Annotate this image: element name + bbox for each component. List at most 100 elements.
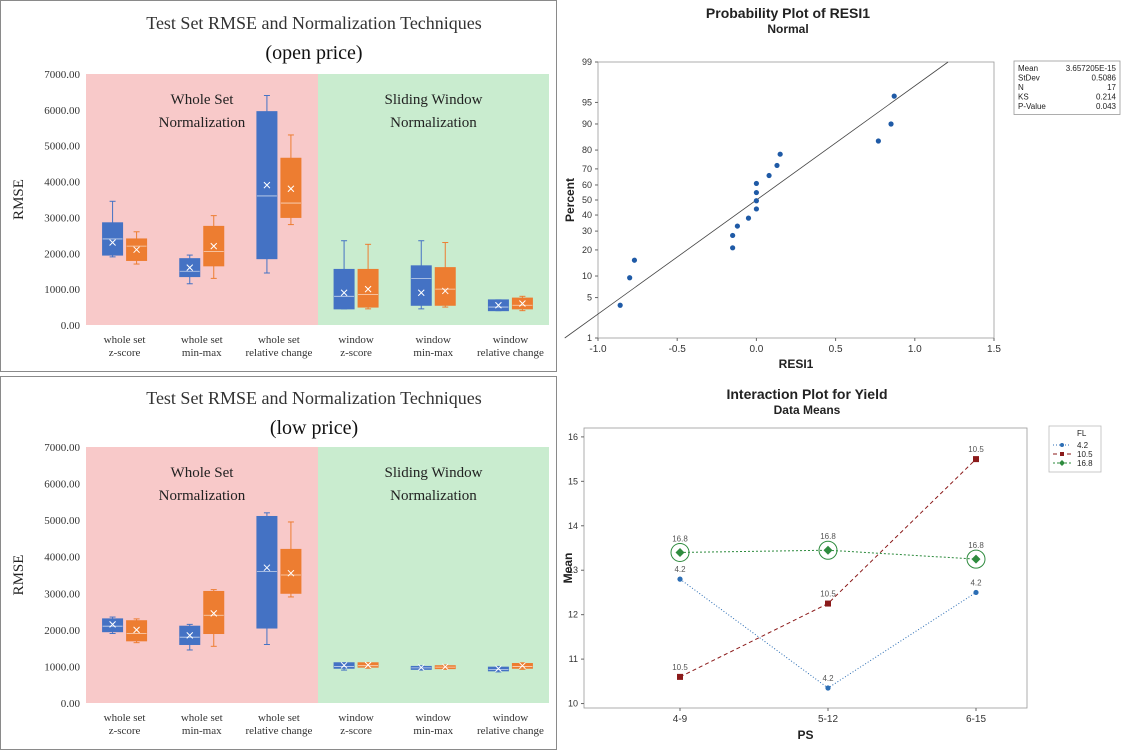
- region-background: [318, 74, 549, 325]
- box-body: [357, 268, 379, 308]
- data-point: [753, 198, 759, 204]
- data-point: [973, 456, 979, 463]
- y-tick-label: 7000.00: [44, 69, 80, 81]
- legend-swatch-marker: [1060, 443, 1064, 447]
- x-axis-label: PS: [797, 728, 813, 742]
- stats-label: P-Value: [1018, 102, 1046, 111]
- x-tick-label: 5-12: [818, 714, 838, 725]
- stats-label: Mean: [1018, 64, 1038, 73]
- x-tick-label: 1.5: [987, 344, 1001, 355]
- x-tick-label: window: [338, 334, 374, 346]
- x-tick-label: whole set: [258, 712, 300, 724]
- series-line: [679, 458, 977, 678]
- data-point: [675, 547, 685, 557]
- y-tick-label: 50: [582, 195, 592, 205]
- y-tick-label: 13: [568, 565, 578, 575]
- chart-subtitle: (open price): [265, 42, 362, 64]
- data-point-highlight: [670, 542, 690, 562]
- y-tick-label: 3000.00: [44, 212, 80, 224]
- data-label: 10.5: [672, 663, 688, 672]
- plot-frame: [583, 427, 1028, 709]
- x-tick-label: whole set: [104, 334, 146, 346]
- legend-label: 10.5: [1077, 450, 1093, 459]
- open-price-boxplot-chart: Test Set RMSE and Normalization Techniqu…: [11, 13, 549, 359]
- y-tick-label: 6000.00: [44, 479, 80, 491]
- data-label: 16.8: [820, 532, 836, 541]
- box-body: [102, 618, 124, 633]
- y-tick-label: 6000.00: [44, 105, 80, 117]
- data-point: [734, 223, 740, 229]
- y-tick-label: 11: [569, 654, 578, 664]
- box-mean-marker: [287, 569, 295, 577]
- data-label: 4.2: [970, 578, 982, 587]
- y-tick-label: 10: [582, 271, 592, 281]
- y-tick-label: 2000.00: [44, 625, 80, 637]
- x-tick-label: min-max: [413, 347, 453, 359]
- x-tick-label: z-score: [109, 347, 141, 359]
- data-label: 10.5: [820, 590, 836, 599]
- chart-title: Interaction Plot for Yield: [726, 386, 887, 402]
- x-tick-label: 0.0: [749, 344, 763, 355]
- data-point: [753, 189, 759, 196]
- data-point-highlight: [966, 549, 986, 569]
- box-mean-marker: [340, 289, 348, 297]
- box-body: [280, 157, 302, 218]
- y-tick-label: 90: [582, 119, 592, 129]
- x-tick-label: 0.5: [829, 344, 843, 355]
- box-body: [203, 590, 225, 635]
- data-point: [825, 685, 831, 691]
- box-mean-marker: [210, 242, 218, 250]
- y-tick-label: 2000.00: [44, 248, 80, 260]
- data-point: [825, 600, 831, 607]
- x-tick-label: whole set: [258, 334, 300, 346]
- y-tick-label: 7000.00: [44, 442, 80, 454]
- y-tick-label: 15: [568, 476, 578, 486]
- box-mean-marker: [133, 626, 140, 634]
- low-price-boxplot-chart: Test Set RMSE and Normalization Techniqu…: [11, 388, 549, 737]
- data-point: [753, 180, 759, 187]
- region-label: Whole Set: [171, 465, 235, 481]
- x-tick-label: 6-15: [966, 714, 986, 725]
- box-mean-marker: [109, 621, 116, 628]
- data-point: [777, 151, 783, 157]
- data-point: [971, 554, 981, 564]
- region-label: Normalization: [159, 488, 246, 504]
- legend-label: 4.2: [1077, 441, 1089, 450]
- box-mean-marker: [417, 664, 425, 671]
- region-background: [86, 447, 318, 703]
- y-axis-label: RMSE: [11, 555, 27, 596]
- chart-subtitle: (low price): [270, 417, 358, 439]
- chart-title: Test Set RMSE and Normalization Techniqu…: [146, 13, 482, 33]
- box-mean-marker: [133, 246, 140, 254]
- box-mean-marker: [186, 264, 194, 271]
- x-tick-label: relative change: [245, 347, 312, 359]
- box-mean-marker: [210, 610, 218, 617]
- data-point: [677, 576, 683, 582]
- box-mean-marker: [340, 661, 348, 669]
- y-tick-label: 12: [568, 610, 578, 620]
- box-mean-marker: [417, 289, 425, 297]
- x-tick-label: relative change: [477, 725, 544, 737]
- y-tick-label: 20: [582, 245, 592, 255]
- x-tick-label: relative change: [477, 347, 544, 359]
- data-point: [875, 138, 881, 144]
- data-label: 4.2: [674, 565, 686, 574]
- x-tick-label: window: [493, 712, 529, 724]
- x-tick-label: min-max: [182, 347, 222, 359]
- legend-box: [1048, 425, 1102, 473]
- y-tick-label: 4000.00: [44, 177, 80, 189]
- y-tick-label: 1000.00: [44, 284, 80, 296]
- y-tick-label: 5000.00: [44, 515, 80, 527]
- box-body: [410, 265, 432, 306]
- x-tick-label: window: [493, 334, 529, 346]
- legend-label: 16.8: [1077, 459, 1093, 468]
- stats-value: 17: [1107, 83, 1116, 92]
- box-mean-marker: [364, 661, 372, 669]
- box-mean-marker: [109, 239, 116, 246]
- x-tick-label: whole set: [104, 712, 146, 724]
- box-mean-marker: [441, 287, 449, 295]
- y-tick-label: 70: [582, 164, 592, 174]
- stats-value: 0.043: [1096, 102, 1117, 111]
- x-tick-label: whole set: [181, 334, 223, 346]
